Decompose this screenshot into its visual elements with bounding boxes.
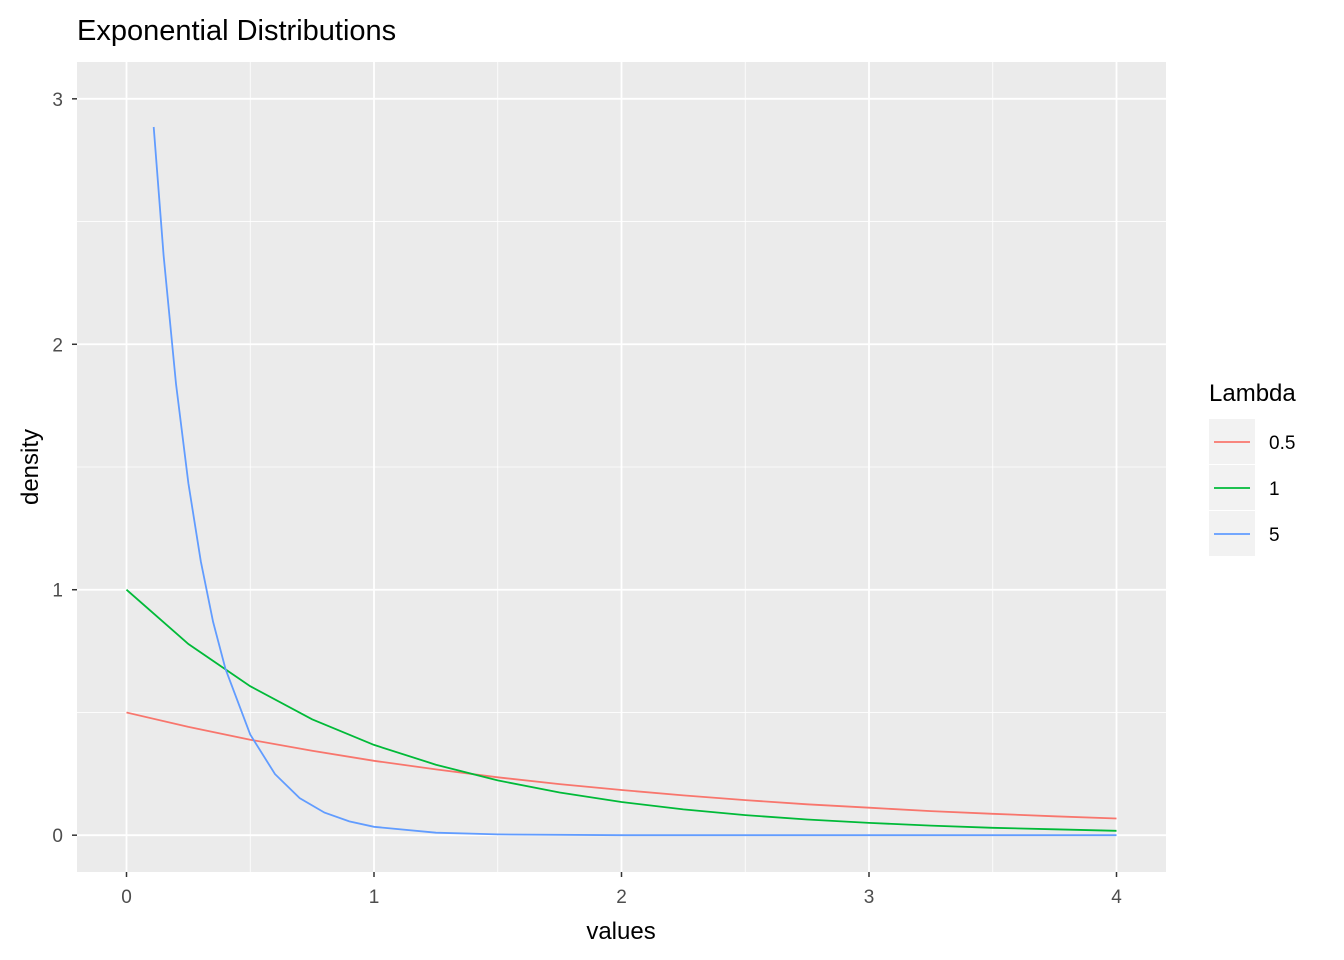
- legend-label: 0.5: [1269, 433, 1295, 454]
- legend: Lambda 0.5 1 5: [1209, 380, 1296, 556]
- y-tick-label: 3: [52, 90, 63, 111]
- y-axis-label: density: [17, 429, 44, 505]
- legend-label: 5: [1269, 525, 1280, 546]
- chart-title: Exponential Distributions: [77, 15, 396, 47]
- x-tick-label: 4: [1111, 887, 1122, 908]
- x-tick-label: 3: [864, 887, 875, 908]
- axis-layer: 0 1 2 3 4 0 1 2 3: [52, 90, 1122, 908]
- y-tick-label: 0: [52, 826, 63, 847]
- series-layer: [125, 126, 1117, 837]
- series-line-5: [152, 126, 1117, 837]
- grid-major: [77, 62, 1166, 872]
- legend-label: 1: [1269, 479, 1280, 500]
- series-line-1: [125, 589, 1117, 832]
- legend-title: Lambda: [1209, 380, 1296, 407]
- x-tick-label: 2: [616, 887, 627, 908]
- y-tick-label: 1: [52, 581, 63, 602]
- x-axis-label: values: [586, 918, 655, 945]
- x-tick-label: 1: [369, 887, 380, 908]
- y-tick-label: 2: [52, 335, 63, 356]
- series-line-0.5: [126, 711, 1117, 820]
- x-tick-label: 0: [121, 887, 132, 908]
